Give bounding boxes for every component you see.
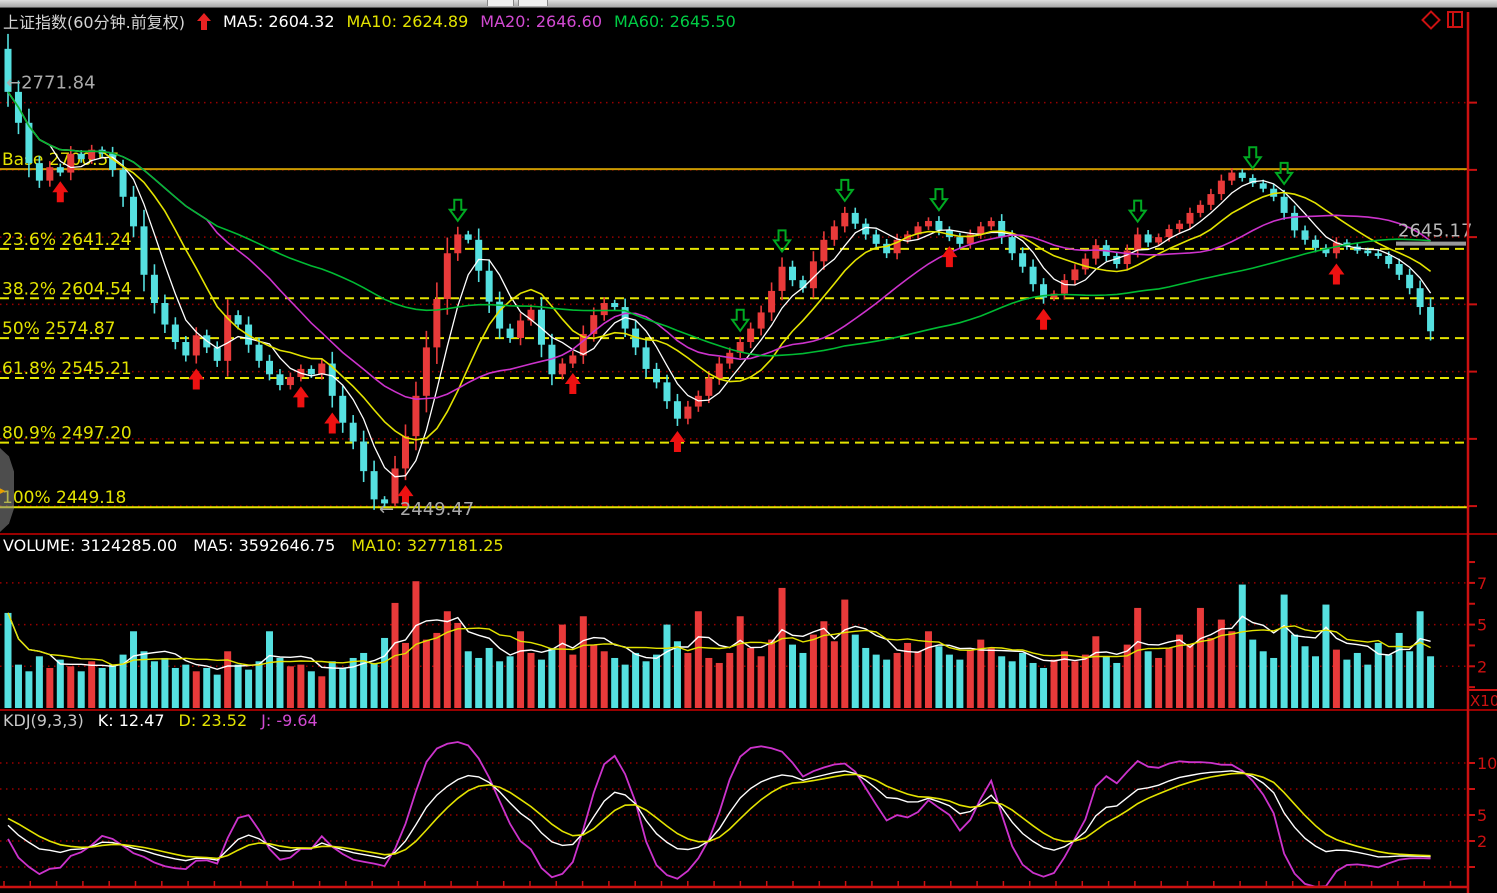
svg-text:100% 2449.18: 100% 2449.18 xyxy=(2,488,126,508)
current-price-label: 2645.17 xyxy=(1398,221,1472,242)
buy-signal-arrow xyxy=(564,372,581,394)
gridlines: 7 5 2 10 5 2 xyxy=(0,101,1497,868)
volume-ma5-line xyxy=(7,612,1431,671)
toolbar-bottom-edge xyxy=(0,0,1497,8)
kdj-d-value: D: 23.52 xyxy=(178,711,248,730)
toolbar-button-edge xyxy=(487,0,514,6)
svg-text:2: 2 xyxy=(1477,832,1487,851)
svg-text:5: 5 xyxy=(1477,806,1487,825)
signal-arrows xyxy=(52,146,1345,507)
svg-text:23.6% 2641.24: 23.6% 2641.24 xyxy=(2,230,132,250)
ma20-line xyxy=(7,91,1432,401)
ma5-line xyxy=(7,91,1432,478)
diamond-tool-icon[interactable] xyxy=(1421,9,1441,30)
toolbar-button-edge xyxy=(518,0,548,6)
kdj-k-value: K: 12.47 xyxy=(97,711,165,730)
buy-signal-arrow xyxy=(292,386,309,408)
left-panel-flyout-handle[interactable]: ▸ xyxy=(0,448,14,532)
kdj-d-line xyxy=(7,772,1431,860)
sell-signal-arrow xyxy=(1242,146,1263,171)
svg-text:5: 5 xyxy=(1477,616,1487,635)
kdj-j-line xyxy=(7,741,1431,886)
kdj-j-value: J: -9.64 xyxy=(261,711,318,730)
kdj-k-line xyxy=(7,770,1431,862)
split-window-icon[interactable] xyxy=(1447,11,1463,28)
sell-signal-arrow xyxy=(834,178,855,203)
sell-signal-arrow xyxy=(1127,199,1148,224)
ma20-value: MA20: 2646.60 xyxy=(480,11,603,31)
kdj-pane-header: KDJ(9,3,3) K: 12.47 D: 23.52 J: -9.64 xyxy=(3,711,318,730)
buy-signal-arrow xyxy=(324,412,341,434)
candlesticks xyxy=(4,33,1435,510)
sell-signal-arrow xyxy=(1274,161,1295,186)
volume-pane-header: VOLUME: 3124285.00 MA5: 3592646.75 MA10:… xyxy=(3,536,504,555)
window-corner-controls xyxy=(1421,9,1463,30)
volume-ma10-line xyxy=(7,612,1431,666)
volume-value: VOLUME: 3124285.00 xyxy=(3,536,178,555)
up-arrow-icon xyxy=(196,12,211,30)
buy-signal-arrow xyxy=(188,368,205,390)
instrument-title: 上证指数(60分钟.前复权) xyxy=(3,13,185,32)
ma10-value: MA10: 2624.89 xyxy=(346,11,469,31)
ma10-line xyxy=(7,91,1432,441)
svg-text:61.8% 2545.21: 61.8% 2545.21 xyxy=(2,359,132,379)
svg-text:38.2% 2604.54: 38.2% 2604.54 xyxy=(2,279,132,299)
buy-signal-arrow xyxy=(397,485,414,507)
expand-arrow-icon: ▸ xyxy=(0,483,6,497)
volume-bars xyxy=(4,581,1435,708)
low-price-annotation: ← 2449.47 xyxy=(379,499,474,520)
current-price-line xyxy=(1396,241,1466,246)
ma5-value: MA5: 2604.32 xyxy=(222,11,335,31)
sell-signal-arrow xyxy=(928,188,949,212)
volume-axis-multiplier: X10 xyxy=(1470,692,1497,710)
svg-text:7: 7 xyxy=(1477,574,1487,593)
buy-signal-arrow xyxy=(52,181,69,203)
high-price-annotation: ←2771.84 xyxy=(6,72,96,93)
axes: X10 xyxy=(0,12,1497,893)
volume-ma5: MA5: 3592646.75 xyxy=(193,536,336,555)
buy-signal-arrow xyxy=(1035,308,1052,330)
svg-text:2: 2 xyxy=(1477,657,1487,676)
sell-signal-arrow xyxy=(730,308,751,333)
svg-text:50% 2574.87: 50% 2574.87 xyxy=(2,319,116,339)
volume-ma10: MA10: 3277181.25 xyxy=(351,536,504,555)
sell-signal-arrow xyxy=(447,198,468,223)
buy-signal-arrow xyxy=(669,430,686,452)
buy-signal-arrow xyxy=(1328,263,1345,285)
svg-text:80.9% 2497.20: 80.9% 2497.20 xyxy=(2,424,132,444)
sell-signal-arrow xyxy=(772,229,793,254)
chart-header: 上证指数(60分钟.前复权) MA5: 2604.32 MA10: 2624.8… xyxy=(3,9,736,33)
svg-text:10: 10 xyxy=(1477,754,1497,773)
ma60-line xyxy=(7,91,1431,357)
buy-signal-arrow xyxy=(941,246,958,268)
ma60-value: MA60: 2645.50 xyxy=(614,11,736,31)
kdj-indicator-name: KDJ(9,3,3) xyxy=(3,711,84,730)
